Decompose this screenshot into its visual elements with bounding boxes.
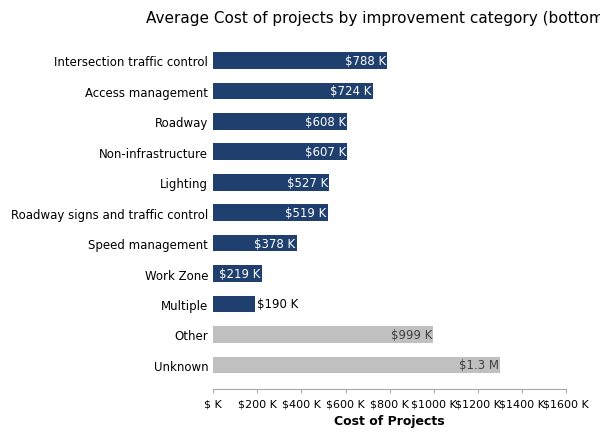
X-axis label: Cost of Projects: Cost of Projects xyxy=(334,414,445,427)
Title: Average Cost of projects by improvement category (bottom 11): Average Cost of projects by improvement … xyxy=(146,11,600,26)
Text: $608 K: $608 K xyxy=(305,116,346,128)
Bar xyxy=(213,296,255,313)
Bar xyxy=(213,144,347,161)
Bar xyxy=(213,53,387,70)
Text: $1.3 M: $1.3 M xyxy=(459,359,499,371)
Bar xyxy=(213,235,296,252)
Text: $527 K: $527 K xyxy=(287,177,328,189)
Text: $190 K: $190 K xyxy=(257,298,298,311)
Text: $999 K: $999 K xyxy=(391,328,433,341)
Bar xyxy=(213,205,328,222)
Text: $519 K: $519 K xyxy=(286,207,326,219)
Text: $724 K: $724 K xyxy=(331,85,372,98)
Text: $219 K: $219 K xyxy=(219,268,260,280)
Bar xyxy=(213,83,373,100)
Bar xyxy=(213,357,500,373)
Bar xyxy=(213,114,347,131)
Bar xyxy=(213,174,329,191)
Bar xyxy=(213,326,433,343)
Text: $788 K: $788 K xyxy=(345,55,386,68)
Bar xyxy=(213,265,262,282)
Text: $607 K: $607 K xyxy=(305,146,346,159)
Text: $378 K: $378 K xyxy=(254,237,295,250)
